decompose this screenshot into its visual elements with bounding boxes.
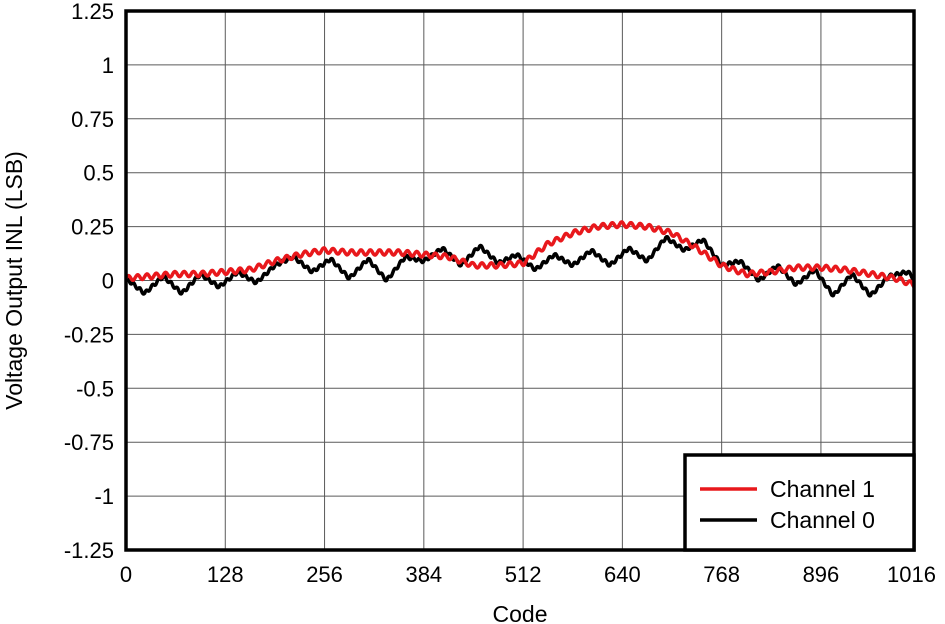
y-tick-label: -0.25 (64, 322, 114, 347)
series-line-channel-1 (124, 220, 916, 289)
x-axis-title: Code (493, 601, 548, 624)
x-tick-label: 896 (803, 562, 840, 587)
y-tick-label: 0.25 (71, 215, 114, 240)
y-tick-label: -1.25 (64, 538, 114, 563)
x-tick-label: 512 (505, 562, 542, 587)
y-axis-ticks: 1.25 1 0.75 0.5 0.25 0 -0.25 -0.5 -0.75 -1 -1.25 (64, 0, 114, 563)
plot-frame (124, 9, 916, 552)
y-tick-label: -1 (94, 484, 114, 509)
legend-label-channel-0: Channel 0 (770, 507, 875, 533)
x-tick-label: 256 (306, 562, 343, 587)
legend-box (683, 453, 916, 552)
grid (125, 10, 915, 551)
legend: Channel 1 Channel 0 (683, 453, 916, 552)
y-tick-label: 0.5 (83, 161, 114, 186)
x-axis-ticks: 0 128 256 384 512 640 768 896 1016 (120, 562, 936, 587)
x-tick-label: 640 (604, 562, 641, 587)
y-tick-label: 1 (102, 53, 114, 78)
x-tick-label: 1016 (887, 562, 936, 587)
x-tick-label: 384 (405, 562, 442, 587)
legend-label-channel-1: Channel 1 (770, 476, 875, 502)
y-tick-label: 1.25 (71, 0, 114, 24)
y-axis-title: Voltage Output INL (LSB) (1, 151, 27, 410)
series-layer (124, 220, 916, 298)
x-tick-label: 0 (120, 562, 132, 587)
y-tick-label: -0.75 (64, 430, 114, 455)
x-tick-label: 768 (703, 562, 740, 587)
y-tick-label: -0.5 (76, 376, 114, 401)
y-tick-label: 0 (102, 269, 114, 294)
x-tick-label: 128 (207, 562, 244, 587)
y-tick-label: 0.75 (71, 107, 114, 132)
